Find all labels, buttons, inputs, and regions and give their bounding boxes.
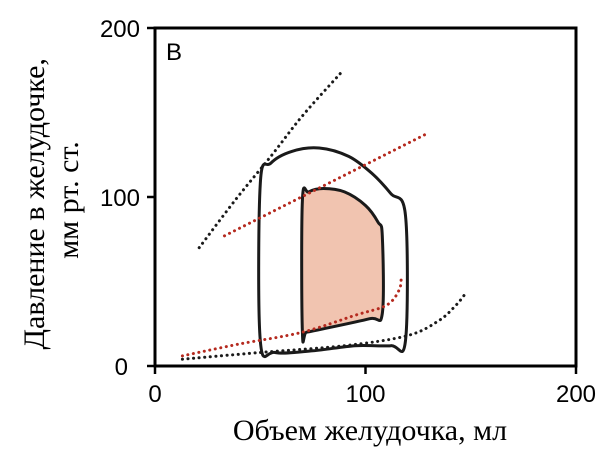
y-axis-title-line-2: мм рт. ст. bbox=[52, 141, 85, 259]
red-dotted-curve-3 bbox=[222, 131, 431, 238]
outer-loop-0 bbox=[257, 146, 409, 358]
y-tick-label-100: 100 bbox=[100, 185, 140, 212]
y-tick-label-0: 0 bbox=[115, 354, 128, 381]
y-axis-title-line-1: Давление в желудочке, bbox=[18, 58, 51, 349]
red-dotted-curve-5 bbox=[180, 274, 403, 358]
x-axis: 0 100 200 Объем желудочка, мл bbox=[148, 366, 596, 447]
panel-label: B bbox=[166, 39, 182, 66]
x-tick-label-0: 0 bbox=[148, 381, 161, 408]
inner-filled-loop-1 bbox=[300, 186, 385, 344]
y-tick-label-200: 200 bbox=[100, 16, 140, 43]
x-tick-label-100: 100 bbox=[345, 381, 385, 408]
black-dotted-curve-4 bbox=[180, 293, 466, 361]
plot-layer bbox=[180, 72, 466, 361]
x-tick-label-200: 200 bbox=[556, 381, 596, 408]
x-axis-title: Объем желудочка, мл bbox=[233, 414, 507, 447]
black-dotted-curve-2 bbox=[197, 72, 342, 250]
y-axis-title: Давление в желудочке, мм рт. ст. bbox=[18, 51, 85, 350]
y-axis: 0 100 200 Давление в желудочке, мм рт. с… bbox=[18, 16, 155, 381]
